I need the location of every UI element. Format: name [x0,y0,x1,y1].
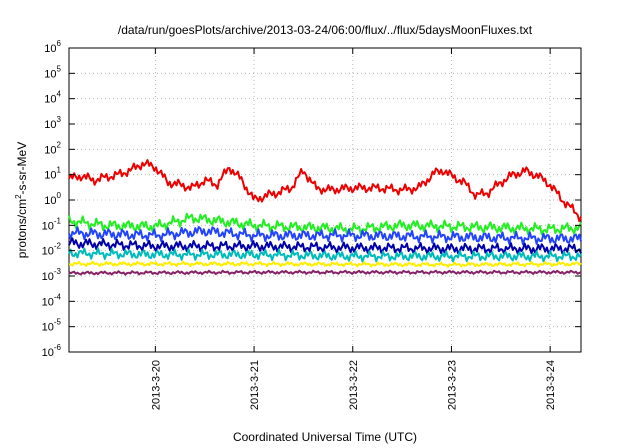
x-tick-label: 2013-3-23 [446,360,458,410]
y-axis-ticks: 106 105 104 103 102 101 100 10-1 10-2 10-3 10-4 10-… [42,39,581,359]
x-tick-label: 2013-3-21 [249,360,261,410]
series-line-2 [68,212,582,236]
series-group [68,159,582,276]
y-tick-label: 10-2 [42,242,62,258]
series-line-4 [68,237,582,256]
chart-title: /data/run/goesPlots/archive/2013-03-24/0… [118,23,533,37]
series-line-6 [68,260,582,268]
y-tick-label: 10-5 [42,318,62,334]
y-tick-label: 10-6 [42,343,62,359]
x-tick-label: 2013-3-24 [545,360,557,410]
x-tick-label: 2013-3-22 [348,360,360,410]
y-tick-label: 106 [44,39,61,55]
plot-area [68,47,582,353]
y-axis-label: protons/cm2-s-sr-MeV [14,142,29,258]
x-axis-label: Coordinated Universal Time (UTC) [233,430,417,444]
y-tick-label: 103 [44,115,61,131]
y-tick-label: 102 [44,140,61,156]
grid [69,48,581,352]
series-line-3 [68,226,582,246]
series-line-5 [68,247,582,263]
y-tick-label: 104 [44,90,61,106]
y-tick-label: 101 [44,166,61,182]
series-line-1 [68,159,582,223]
y-tick-label: 105 [44,64,61,80]
y-tick-label: 10-1 [42,216,62,232]
x-tick-label: 2013-3-20 [150,360,162,410]
x-axis-ticks: 2013-3-20 2013-3-21 2013-3-22 2013-3-23 2013… [150,48,557,410]
y-tick-label: 100 [44,191,61,207]
y-tick-label: 10-3 [42,267,62,283]
series-line-7 [68,269,582,276]
y-tick-label: 10-4 [42,292,62,308]
